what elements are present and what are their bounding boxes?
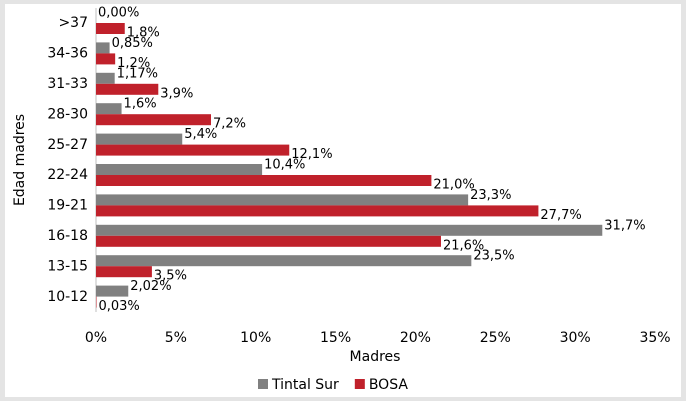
x-axis-title: Madres <box>350 349 401 365</box>
bar <box>96 103 122 114</box>
x-tick-label: 15% <box>320 330 351 346</box>
legend-label: Tintal Sur <box>271 377 339 393</box>
value-label: 1,6% <box>124 97 157 112</box>
x-tick-label: 20% <box>400 330 431 346</box>
y-tick-label: 19-21 <box>47 198 88 214</box>
value-label: 23,3% <box>470 188 511 203</box>
bar <box>96 266 152 277</box>
y-tick-label: >37 <box>58 15 88 31</box>
value-label: 21,0% <box>433 178 474 193</box>
value-label: 5,4% <box>184 127 217 142</box>
x-tick-label: 10% <box>240 330 271 346</box>
bar <box>96 164 262 175</box>
x-tick-label: 35% <box>639 330 670 346</box>
value-label: 23,5% <box>473 249 514 264</box>
bar <box>96 225 602 236</box>
y-tick-label: 34-36 <box>47 46 88 62</box>
x-tick-label: 25% <box>480 330 511 346</box>
legend-label: BOSA <box>369 377 409 393</box>
y-tick-label: 25-27 <box>47 137 88 153</box>
y-tick-label: 13-15 <box>47 258 88 274</box>
value-label: 1,17% <box>117 66 158 81</box>
bar <box>96 114 211 125</box>
bar <box>96 23 125 34</box>
legend-swatch <box>258 379 268 389</box>
y-tick-label: 16-18 <box>47 228 88 244</box>
y-tick-label: 10-12 <box>47 289 88 305</box>
bar <box>96 134 182 145</box>
value-label: 10,4% <box>264 158 305 173</box>
bar <box>96 42 110 53</box>
bar <box>96 286 128 297</box>
value-label: 0,85% <box>112 36 153 51</box>
x-tick-label: 30% <box>560 330 591 346</box>
bar <box>96 175 431 186</box>
value-label: 7,2% <box>213 117 246 132</box>
y-axis-title: Edad madres <box>12 114 28 206</box>
y-tick-label: 22-24 <box>47 167 88 183</box>
bar <box>96 194 468 205</box>
bar <box>96 84 158 95</box>
legend-swatch <box>355 379 365 389</box>
value-label: 31,7% <box>604 218 645 233</box>
bar <box>96 53 115 64</box>
y-tick-label: 28-30 <box>47 106 88 122</box>
x-tick-label: 0% <box>85 330 107 346</box>
value-label: 3,9% <box>160 86 193 101</box>
y-tick-label: 31-33 <box>47 76 88 92</box>
bar <box>96 145 289 156</box>
bar <box>96 255 471 266</box>
bar <box>96 73 115 84</box>
bar <box>96 236 441 247</box>
bar <box>96 205 538 216</box>
value-label: 0,03% <box>98 299 139 314</box>
value-label: 27,7% <box>540 208 581 223</box>
value-label: 0,00% <box>98 6 139 21</box>
value-label: 2,02% <box>130 279 171 294</box>
x-tick-label: 5% <box>165 330 187 346</box>
